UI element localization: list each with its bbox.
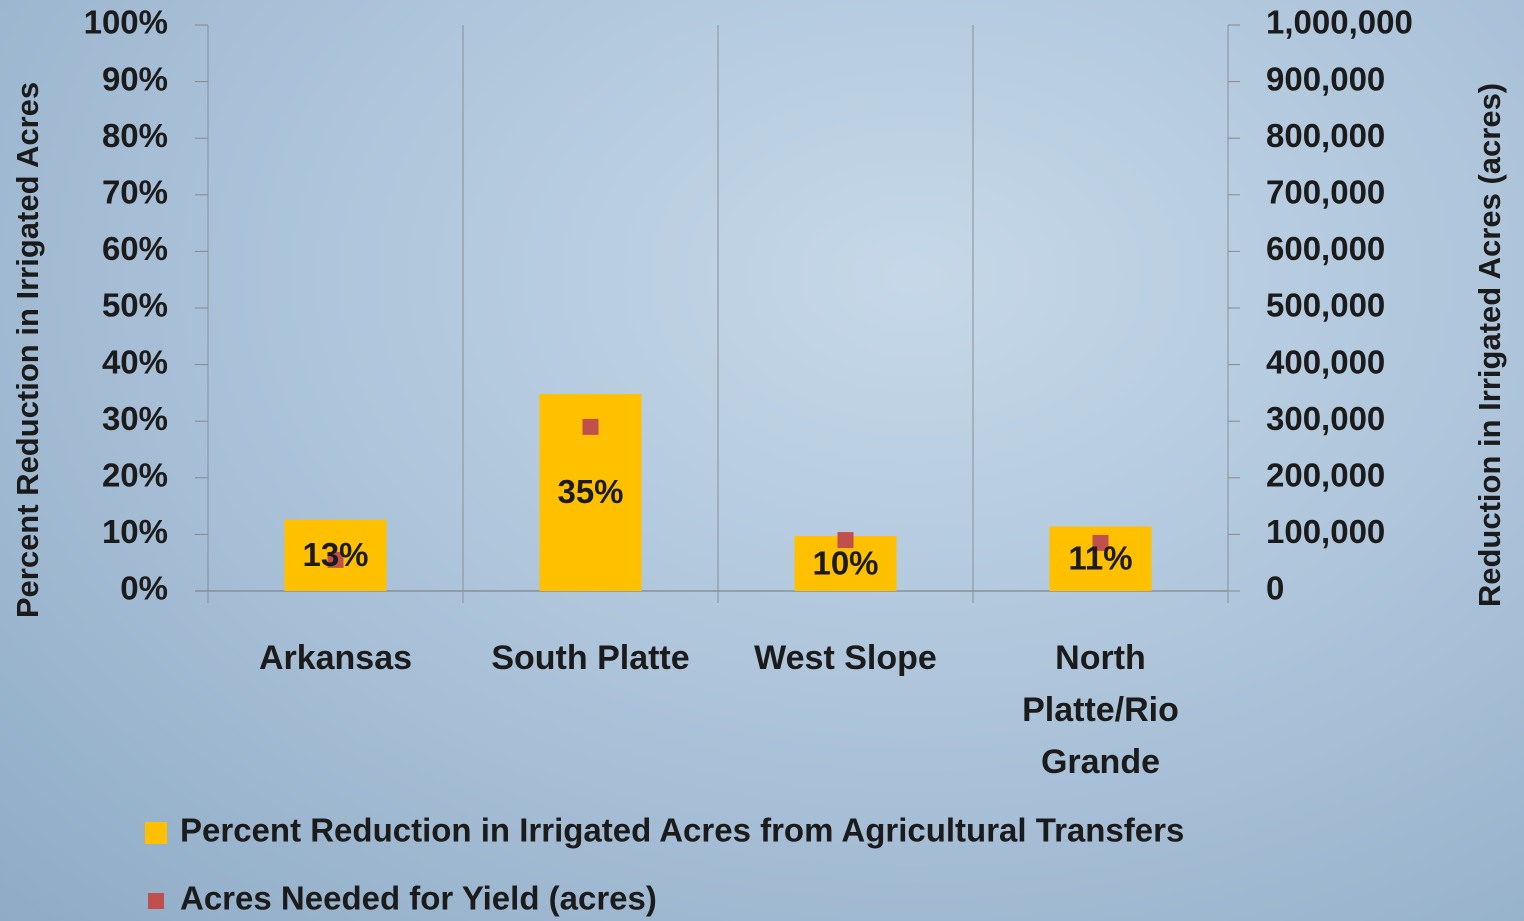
legend-swatch — [145, 822, 167, 844]
marker — [327, 551, 344, 568]
y-tick-label: 90% — [102, 60, 168, 97]
x-tick-label: South Platte — [491, 639, 690, 677]
y-tick-label: 0% — [120, 570, 168, 607]
y2-tick-label: 1,000,000 — [1266, 4, 1413, 41]
y2-tick-label: 500,000 — [1266, 287, 1385, 324]
x-tick-label: Arkansas — [258, 639, 413, 677]
y2-tick-label: 400,000 — [1266, 343, 1385, 380]
data-label: 10% — [812, 544, 878, 581]
marker — [837, 532, 854, 549]
y2-tick-label: 800,000 — [1266, 117, 1385, 154]
y-tick-label: 40% — [102, 343, 168, 380]
y2-axis-title: Reduction in Irrigated Acres (acres) — [1472, 83, 1507, 607]
y-tick-label: 80% — [102, 117, 168, 154]
y-tick-label: 100% — [84, 4, 168, 41]
x-tick-label: North Platte/Rio Grande — [1022, 639, 1179, 781]
marker — [1092, 534, 1109, 551]
y2-tick-label: 300,000 — [1266, 400, 1385, 437]
y-tick-label: 20% — [102, 457, 168, 494]
y-tick-label: 70% — [102, 174, 168, 211]
y2-tick-label: 100,000 — [1266, 513, 1385, 550]
y2-tick-label: 600,000 — [1266, 230, 1385, 267]
y2-tick-label: 200,000 — [1266, 457, 1385, 494]
legend-swatch — [148, 893, 164, 909]
data-label: 13% — [302, 536, 368, 573]
x-tick-label: West Slope — [754, 639, 937, 677]
y-tick-label: 10% — [102, 513, 168, 550]
data-label: 35% — [557, 473, 623, 510]
legend-label: Acres Needed for Yield (acres) — [180, 880, 657, 917]
legend-label: Percent Reduction in Irrigated Acres fro… — [180, 812, 1184, 849]
data-label: 11% — [1068, 539, 1132, 576]
marker — [582, 418, 599, 435]
y-tick-label: 30% — [102, 400, 168, 437]
y-tick-label: 50% — [102, 287, 168, 324]
y2-tick-label: 0 — [1266, 570, 1284, 607]
y-axis-title: Percent Reduction in Irrigated Acres — [10, 82, 45, 618]
y-tick-label: 60% — [102, 230, 168, 267]
y2-tick-label: 900,000 — [1266, 60, 1385, 97]
y2-tick-label: 700,000 — [1266, 174, 1385, 211]
